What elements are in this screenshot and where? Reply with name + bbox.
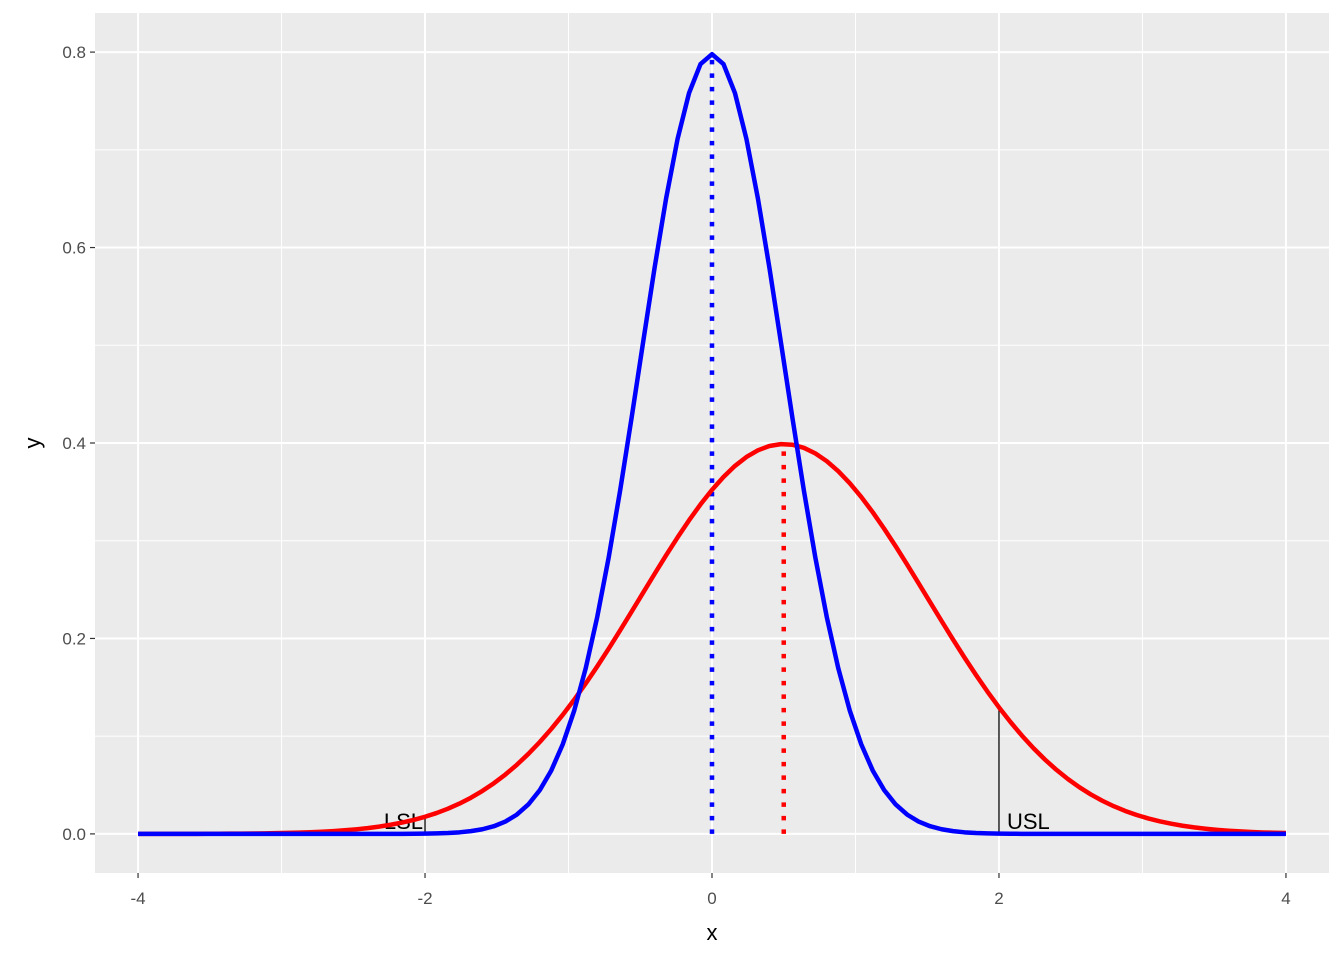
y-tick-label: 0.0 bbox=[62, 825, 86, 844]
x-tick-label: -2 bbox=[417, 889, 432, 908]
y-tick-label: 0.4 bbox=[62, 434, 86, 453]
x-tick-label: 0 bbox=[707, 889, 716, 908]
y-tick-label: 0.8 bbox=[62, 43, 86, 62]
y-axis: 0.0 0.2 0.4 0.6 0.8 bbox=[62, 43, 95, 844]
y-axis-title: y bbox=[20, 438, 45, 449]
density-curve bbox=[138, 51, 1286, 837]
spec-limit-label: USL bbox=[1007, 809, 1050, 834]
y-tick-label: 0.6 bbox=[62, 239, 86, 258]
density-curve bbox=[138, 441, 1287, 837]
x-axis: -4 -2 0 2 4 bbox=[130, 873, 1291, 908]
x-axis-title: x bbox=[707, 920, 718, 945]
x-tick-label: 2 bbox=[994, 889, 1003, 908]
x-tick-label: -4 bbox=[130, 889, 145, 908]
x-tick-label: 4 bbox=[1281, 889, 1290, 908]
y-tick-label: 0.2 bbox=[62, 629, 86, 648]
plot-marks: LSL USL bbox=[138, 51, 1287, 837]
